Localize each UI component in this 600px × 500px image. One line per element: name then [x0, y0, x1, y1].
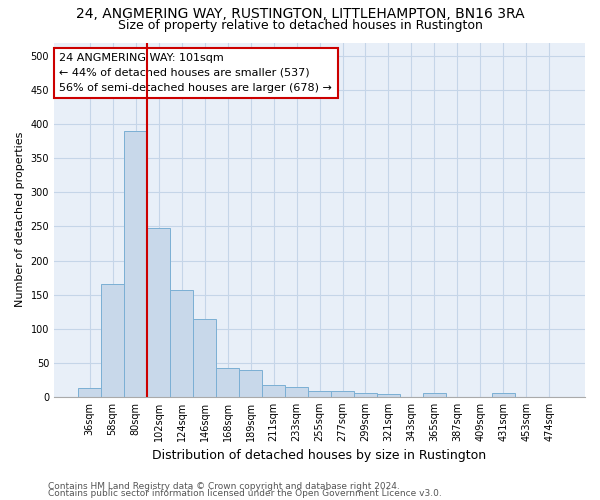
Text: Contains public sector information licensed under the Open Government Licence v3: Contains public sector information licen… — [48, 490, 442, 498]
Bar — [216, 368, 239, 397]
Bar — [331, 392, 354, 397]
Bar — [101, 284, 124, 397]
Bar — [285, 386, 308, 397]
Bar — [124, 131, 147, 397]
Bar — [147, 228, 170, 397]
Text: Size of property relative to detached houses in Rustington: Size of property relative to detached ho… — [118, 18, 482, 32]
Bar — [492, 394, 515, 397]
Y-axis label: Number of detached properties: Number of detached properties — [15, 132, 25, 308]
Bar — [170, 290, 193, 397]
Bar — [239, 370, 262, 397]
Bar — [193, 319, 216, 397]
Bar — [423, 394, 446, 397]
Text: Contains HM Land Registry data © Crown copyright and database right 2024.: Contains HM Land Registry data © Crown c… — [48, 482, 400, 491]
Bar — [262, 384, 285, 397]
Text: 24, ANGMERING WAY, RUSTINGTON, LITTLEHAMPTON, BN16 3RA: 24, ANGMERING WAY, RUSTINGTON, LITTLEHAM… — [76, 8, 524, 22]
Bar — [308, 390, 331, 397]
Text: 24 ANGMERING WAY: 101sqm
← 44% of detached houses are smaller (537)
56% of semi-: 24 ANGMERING WAY: 101sqm ← 44% of detach… — [59, 53, 332, 92]
Bar — [377, 394, 400, 397]
X-axis label: Distribution of detached houses by size in Rustington: Distribution of detached houses by size … — [152, 450, 487, 462]
Bar — [78, 388, 101, 397]
Bar — [354, 392, 377, 397]
